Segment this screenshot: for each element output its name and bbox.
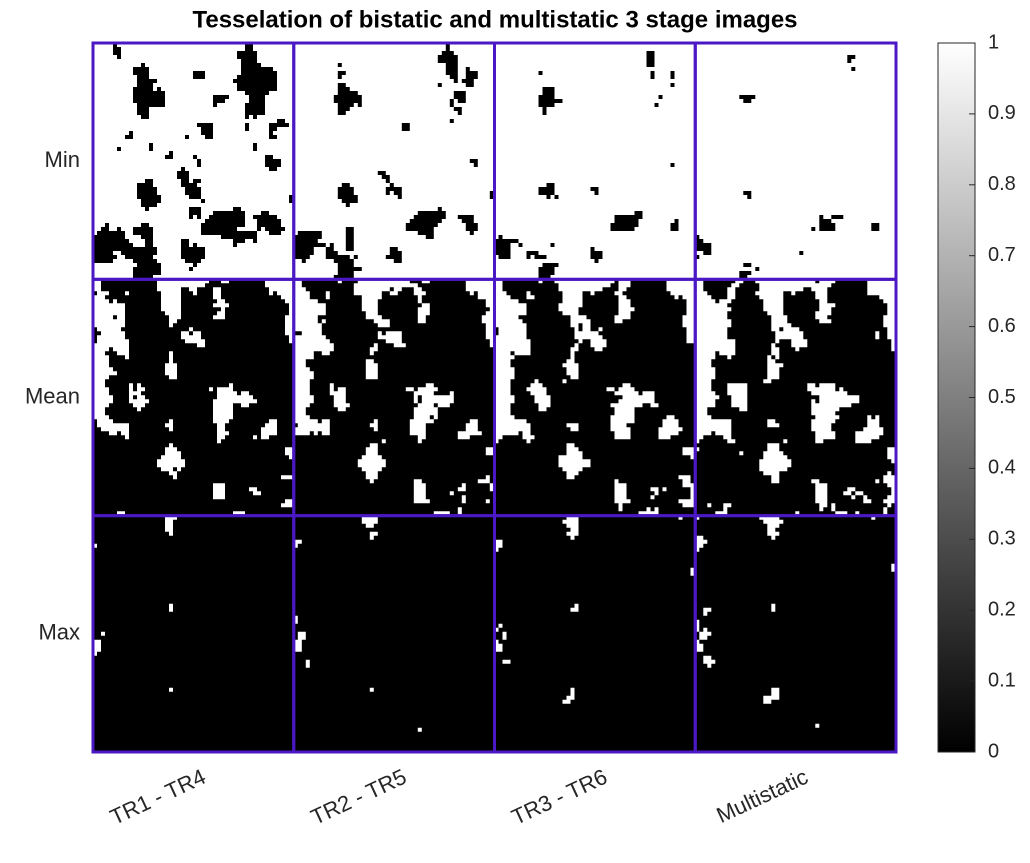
image-pattern xyxy=(93,515,293,752)
image-pattern xyxy=(293,43,494,279)
colorbar-tick-label: 0.1 xyxy=(988,669,1016,691)
colorbar-tick-label: 0.7 xyxy=(988,244,1016,266)
image-pattern xyxy=(494,51,679,279)
image-pattern xyxy=(93,279,293,516)
image-pattern xyxy=(494,279,695,516)
image-pattern xyxy=(695,279,896,516)
colorbar-tick-label: 0.3 xyxy=(988,528,1016,550)
image-background xyxy=(494,43,696,280)
image-background xyxy=(293,43,495,280)
colorbar-tick-label: 0.2 xyxy=(988,598,1016,620)
image-pattern xyxy=(695,515,896,752)
colorbar-tick-label: 0.4 xyxy=(988,457,1016,479)
image-pattern xyxy=(93,43,293,279)
image-grid xyxy=(91,41,898,754)
image-background xyxy=(695,43,896,280)
chart-title: Tesselation of bistatic and multistatic … xyxy=(192,6,797,33)
image-pattern xyxy=(293,515,494,752)
image-pattern xyxy=(293,279,494,516)
colorbar-tick-label: 1 xyxy=(988,31,999,53)
image-pattern xyxy=(695,55,880,279)
image-border xyxy=(693,514,898,754)
row-label: Mean xyxy=(25,383,80,408)
colorbar-tick-label: 0.8 xyxy=(988,173,1016,195)
colorbar-tick-label: 0 xyxy=(988,740,999,762)
row-label: Min xyxy=(45,147,80,172)
colorbar-tick-label: 0.9 xyxy=(988,102,1016,124)
colorbar xyxy=(937,42,976,753)
colorbar-tick-label: 0.5 xyxy=(988,386,1016,408)
row-label: Max xyxy=(38,620,80,645)
colorbar-tick-label: 0.6 xyxy=(988,315,1016,337)
image-pattern xyxy=(494,515,695,752)
